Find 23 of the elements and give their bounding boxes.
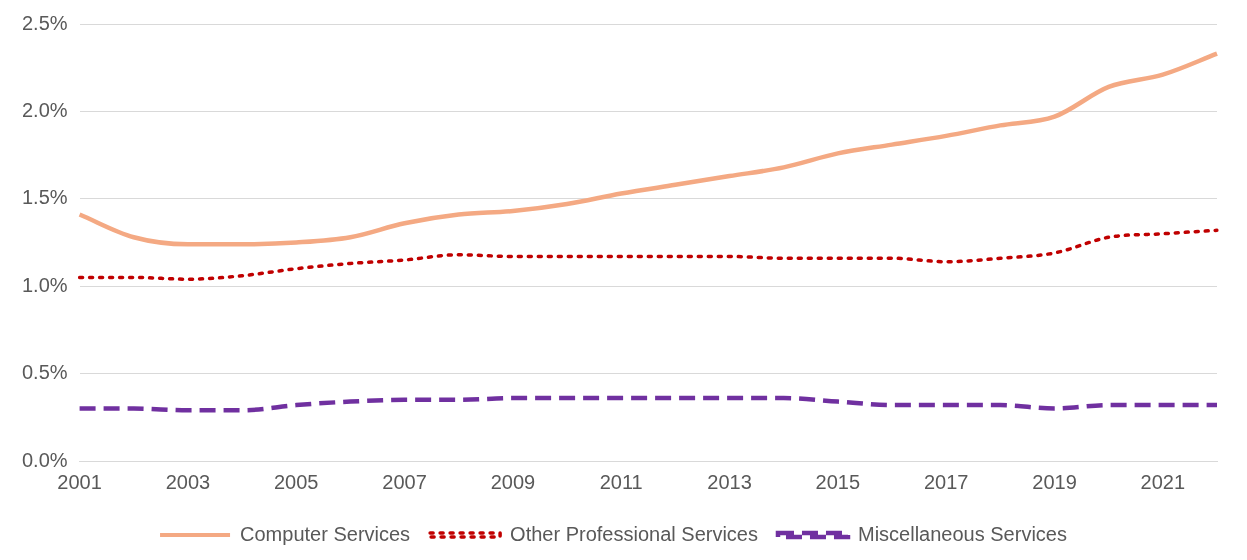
x-tick-label: 2015 (815, 470, 861, 493)
y-tick-label: 2.0% (21, 98, 68, 121)
x-tick-label: 2013 (707, 470, 752, 493)
line-series (77, 228, 1219, 281)
x-tick-label: 2019 (1032, 470, 1077, 493)
legend-label: Computer Services (240, 522, 411, 545)
x-tick-label: 2003 (165, 470, 211, 493)
line-series (77, 51, 1220, 247)
y-tick-label: 1.0% (21, 273, 68, 296)
y-tick-label: 0.5% (21, 361, 68, 384)
x-tick-label: 2021 (1140, 470, 1186, 493)
x-tick-label: 2011 (599, 470, 643, 493)
y-tick-label: 0.0% (21, 448, 68, 471)
x-tick-label: 2007 (382, 470, 427, 493)
x-tick-label: 2009 (490, 470, 536, 493)
legend-label: Other Professional Services (510, 522, 758, 545)
y-tick-label: 1.5% (21, 186, 68, 209)
line-series (77, 395, 1220, 413)
x-tick-label: 2005 (273, 470, 319, 493)
x-tick-label: 2017 (923, 470, 969, 493)
x-tick-label: 2001 (57, 470, 102, 493)
legend-label: Miscellaneous Services (857, 522, 1067, 545)
y-tick-label: 2.5% (21, 11, 68, 34)
